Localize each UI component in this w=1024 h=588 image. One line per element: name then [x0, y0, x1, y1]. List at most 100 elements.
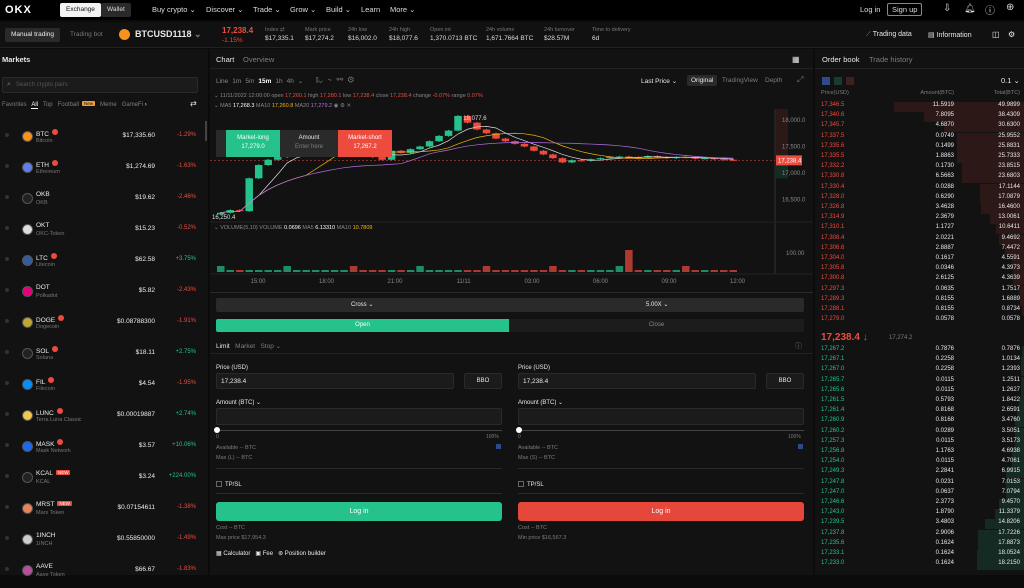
- view-original[interactable]: Original: [687, 75, 717, 86]
- favorite-star-icon[interactable]: [5, 412, 9, 416]
- buy-transfer-icon[interactable]: [496, 444, 501, 449]
- interval-1m[interactable]: 1m: [232, 78, 241, 85]
- search-input[interactable]: ⌕ Search crypto pairs: [2, 77, 198, 93]
- fee-link[interactable]: Fee: [263, 551, 273, 557]
- swap-icon[interactable]: ⇄: [190, 99, 197, 108]
- candle-type-icon[interactable]: ⫾⌄: [316, 75, 323, 84]
- tab-favorites[interactable]: Favorites: [2, 102, 27, 108]
- open-tab[interactable]: Open: [216, 319, 509, 332]
- buy-login-button[interactable]: Log in: [216, 502, 502, 521]
- info-icon[interactable]: ⓘ: [795, 341, 802, 351]
- chevron-right-icon[interactable]: ›: [145, 102, 147, 108]
- margin-mode-select[interactable]: Cross ⌄: [351, 301, 373, 308]
- sell-transfer-icon[interactable]: [798, 444, 803, 449]
- nav-build[interactable]: Build ⌄: [326, 5, 351, 14]
- bell-icon[interactable]: 🔔︎: [964, 3, 975, 14]
- view-asks-icon[interactable]: [846, 77, 854, 85]
- buy-amount-input[interactable]: [216, 408, 502, 425]
- sell-login-button[interactable]: Log in: [518, 502, 804, 521]
- trading-data-button[interactable]: ⟋ Trading data: [866, 31, 912, 39]
- tab-all[interactable]: All: [31, 102, 38, 109]
- view-depth[interactable]: Depth: [765, 77, 782, 84]
- globe-icon[interactable]: ⊕: [1006, 2, 1014, 13]
- tab-gamefi[interactable]: GameFi: [122, 102, 143, 108]
- sell-price-input[interactable]: 17,238.4: [518, 373, 756, 389]
- buy-slider-handle[interactable]: [214, 427, 220, 433]
- chart-settings-icon[interactable]: ⚙: [348, 75, 354, 84]
- favorite-star-icon[interactable]: [5, 567, 9, 571]
- leverage-select[interactable]: 5.00X ⌄: [646, 301, 668, 308]
- nav-more[interactable]: More ⌄: [390, 5, 415, 14]
- buy-tpsl-checkbox[interactable]: TP/SL: [216, 481, 242, 488]
- favorite-star-icon[interactable]: [5, 319, 9, 323]
- interval-15m[interactable]: 15m: [258, 78, 271, 85]
- login-link[interactable]: Log in: [860, 5, 880, 14]
- tab-trade-history[interactable]: Trade history: [869, 55, 913, 64]
- wallet-toggle[interactable]: Wallet: [101, 3, 131, 17]
- nav-grow[interactable]: Grow ⌄: [290, 5, 316, 14]
- interval-line[interactable]: Line: [216, 78, 228, 85]
- tab-meme[interactable]: Meme: [100, 102, 117, 108]
- help-icon[interactable]: ⓘ: [985, 2, 995, 17]
- nav-trade[interactable]: Trade ⌄: [253, 5, 281, 14]
- view-tradingview[interactable]: TradingView: [722, 77, 758, 84]
- sell-bbo-button[interactable]: BBO: [766, 373, 804, 389]
- view-both-icon[interactable]: [822, 77, 830, 85]
- calculator-grid-icon[interactable]: ▦: [792, 55, 800, 64]
- manual-trading-tab[interactable]: Manual trading: [5, 28, 60, 42]
- buy-bbo-button[interactable]: BBO: [464, 373, 502, 389]
- price-type-select[interactable]: Last Price ⌄: [641, 77, 677, 85]
- favorite-star-icon[interactable]: [5, 443, 9, 447]
- view-bids-icon[interactable]: [834, 77, 842, 85]
- tab-market[interactable]: Market: [235, 343, 255, 350]
- nav-buy-crypto[interactable]: Buy crypto ⌄: [152, 5, 196, 14]
- favorite-star-icon[interactable]: [5, 164, 9, 168]
- nav-discover[interactable]: Discover ⌄: [206, 5, 244, 14]
- sell-amount-label[interactable]: Amount (BTC) ⌄: [518, 399, 563, 406]
- favorite-star-icon[interactable]: [5, 474, 9, 478]
- tab-order-book[interactable]: Order book: [822, 55, 860, 69]
- trading-bot-tab[interactable]: Trading bot: [64, 28, 109, 42]
- buy-price-input[interactable]: 17,238.4: [216, 373, 454, 389]
- interval-4h[interactable]: 4h: [287, 78, 294, 85]
